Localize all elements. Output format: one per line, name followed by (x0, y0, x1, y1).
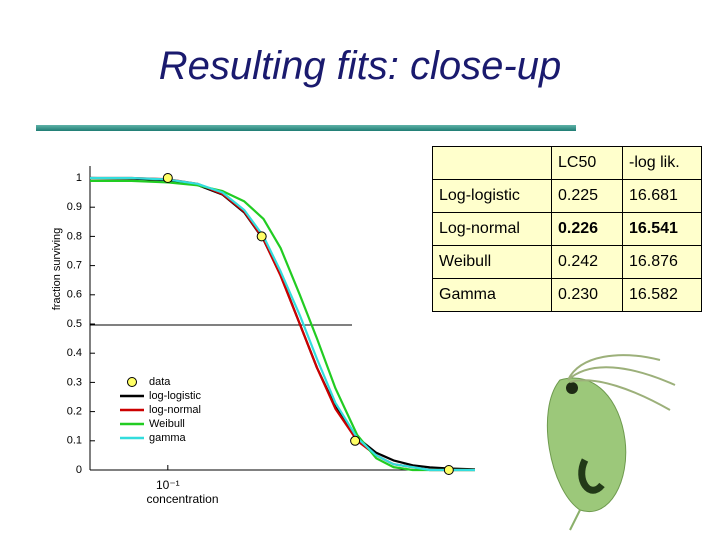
table-row: Log-normal 0.226 16.541 (432, 212, 702, 246)
table-cell: 0.226 (551, 212, 623, 246)
fit-curve (89, 176, 476, 471)
legend-label: log-logistic (149, 390, 201, 402)
fit-table: LC50 -log lik. Log-logistic 0.225 16.681 Log-… (432, 146, 702, 312)
y-tick-label: 0.5 (67, 318, 82, 330)
legend-label: gamma (149, 432, 187, 444)
y-tick-label: 0.4 (67, 347, 82, 359)
table-cell: 0.242 (551, 245, 623, 279)
y-tick-label: 0.3 (67, 376, 82, 388)
table-cell: 16.541 (622, 212, 702, 246)
y-tick-label: 1 (76, 172, 82, 184)
legend-label: data (149, 376, 171, 388)
data-point (256, 231, 267, 242)
table-cell: Weibull (432, 245, 552, 279)
table-cell: Log-normal (432, 212, 552, 246)
legend-marker (127, 377, 137, 387)
y-tick-label: 0.2 (67, 406, 82, 418)
table-cell: 16.876 (622, 245, 702, 279)
table-cell: 16.582 (622, 278, 702, 312)
fit-curve (90, 176, 475, 472)
data-point (350, 435, 361, 446)
fit-curve (90, 176, 475, 472)
data-point (162, 173, 173, 183)
fit-curve (90, 179, 475, 472)
table-cell: Log-logistic (432, 179, 552, 213)
daphnia-picture (546, 354, 676, 531)
table-row: Gamma 0.230 16.582 (432, 278, 702, 312)
table-cell: LC50 (551, 146, 623, 180)
table-row: LC50 -log lik. (432, 146, 702, 180)
legend-label: log-normal (149, 404, 201, 416)
y-axis-label: fraction surviving (51, 228, 63, 311)
y-tick-label: 0 (76, 464, 82, 476)
x-axis-label: concentration (146, 492, 218, 506)
legend-label: Weibull (149, 418, 185, 430)
table-cell: Gamma (432, 278, 552, 312)
table-row: Weibull 0.242 16.876 (432, 245, 702, 279)
y-tick-label: 0.6 (67, 289, 82, 301)
table-row: Log-logistic 0.225 16.681 (432, 179, 702, 213)
table-cell: -log lik. (622, 146, 702, 180)
title-underline (36, 125, 576, 131)
table-cell (432, 146, 552, 180)
data-point (443, 465, 454, 475)
y-tick-label: 0.7 (67, 260, 82, 272)
slide-title: Resulting fits: close-up (158, 44, 562, 88)
table-cell: 16.681 (622, 179, 702, 213)
table-cell: 0.230 (551, 278, 623, 312)
x-tick-label: 10⁻¹ (156, 478, 180, 492)
y-tick-label: 0.9 (67, 201, 82, 213)
table-cell: 0.225 (551, 179, 623, 213)
y-tick-label: 0.8 (67, 230, 82, 242)
y-tick-label: 0.1 (67, 435, 82, 447)
